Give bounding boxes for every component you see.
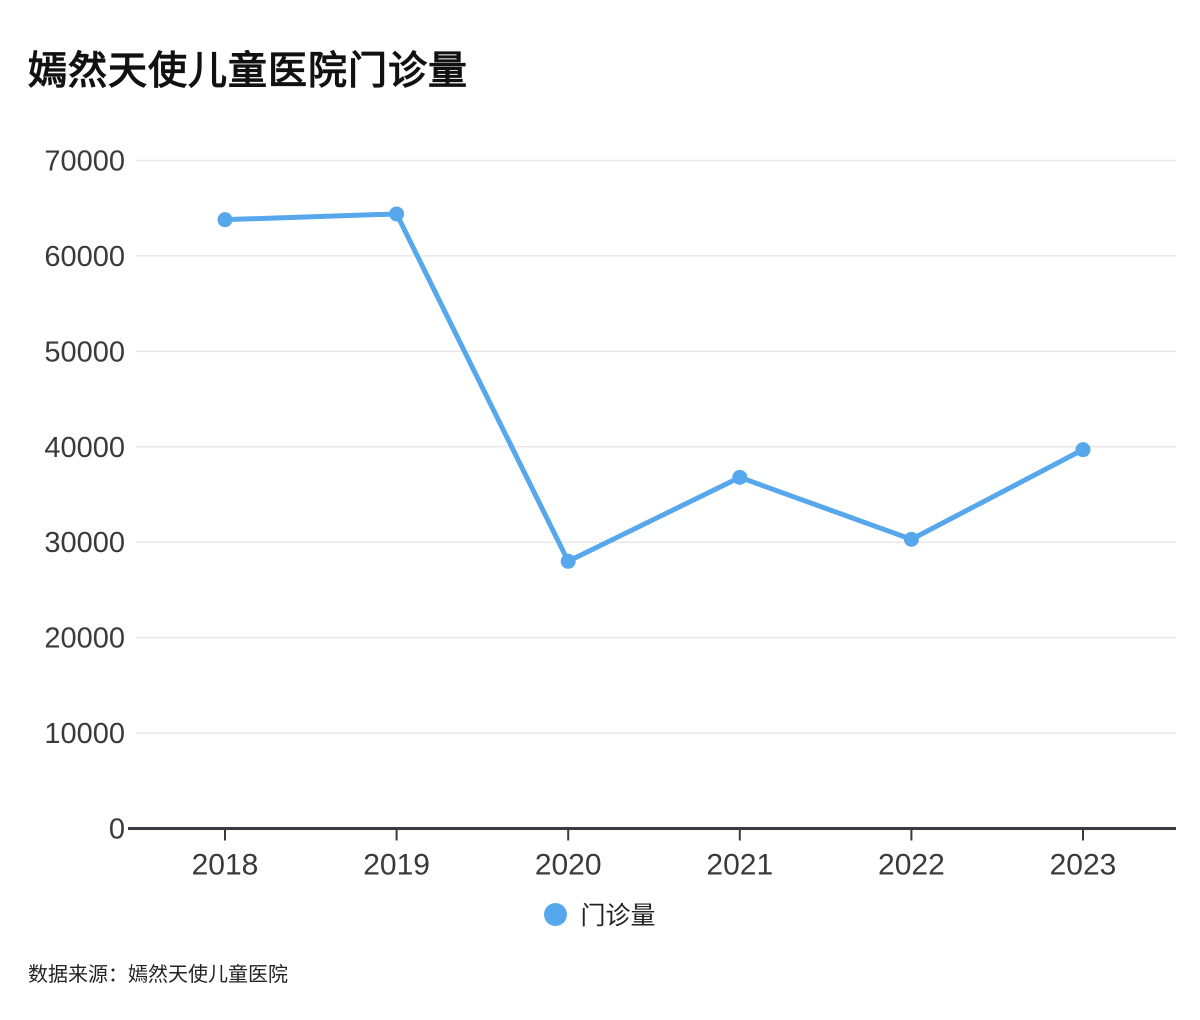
y-tick-label: 70000 <box>44 146 125 178</box>
data-point[interactable] <box>1075 442 1091 458</box>
x-tick-label: 2020 <box>535 849 602 882</box>
x-tick-label: 2019 <box>363 849 430 882</box>
series-line <box>222 211 1086 564</box>
data-point[interactable] <box>903 531 919 547</box>
data-point[interactable] <box>389 206 405 222</box>
x-tick-label: 2021 <box>706 849 773 882</box>
y-tick-label: 0 <box>109 814 125 846</box>
y-tick-label: 20000 <box>44 623 125 655</box>
chart-title: 嫣然天使儿童医院门诊量 <box>28 50 469 93</box>
data-point[interactable] <box>560 553 576 569</box>
data-source: 数据来源：嫣然天使儿童医院 <box>28 964 288 986</box>
y-tick-label: 50000 <box>44 336 125 368</box>
legend[interactable]: 门诊量 <box>0 896 1200 932</box>
y-tick-label: 30000 <box>44 527 125 559</box>
x-tick-label: 2022 <box>878 849 945 882</box>
x-tick-label: 2023 <box>1050 849 1117 882</box>
y-tick-label: 40000 <box>44 432 125 464</box>
data-point[interactable] <box>732 469 748 485</box>
data-point[interactable] <box>217 212 233 228</box>
y-tick-label: 60000 <box>44 241 125 273</box>
x-tick-label: 2018 <box>192 849 259 882</box>
legend-marker-icon <box>544 902 568 926</box>
legend-label: 门诊量 <box>580 902 656 930</box>
y-tick-label: 10000 <box>44 718 125 750</box>
